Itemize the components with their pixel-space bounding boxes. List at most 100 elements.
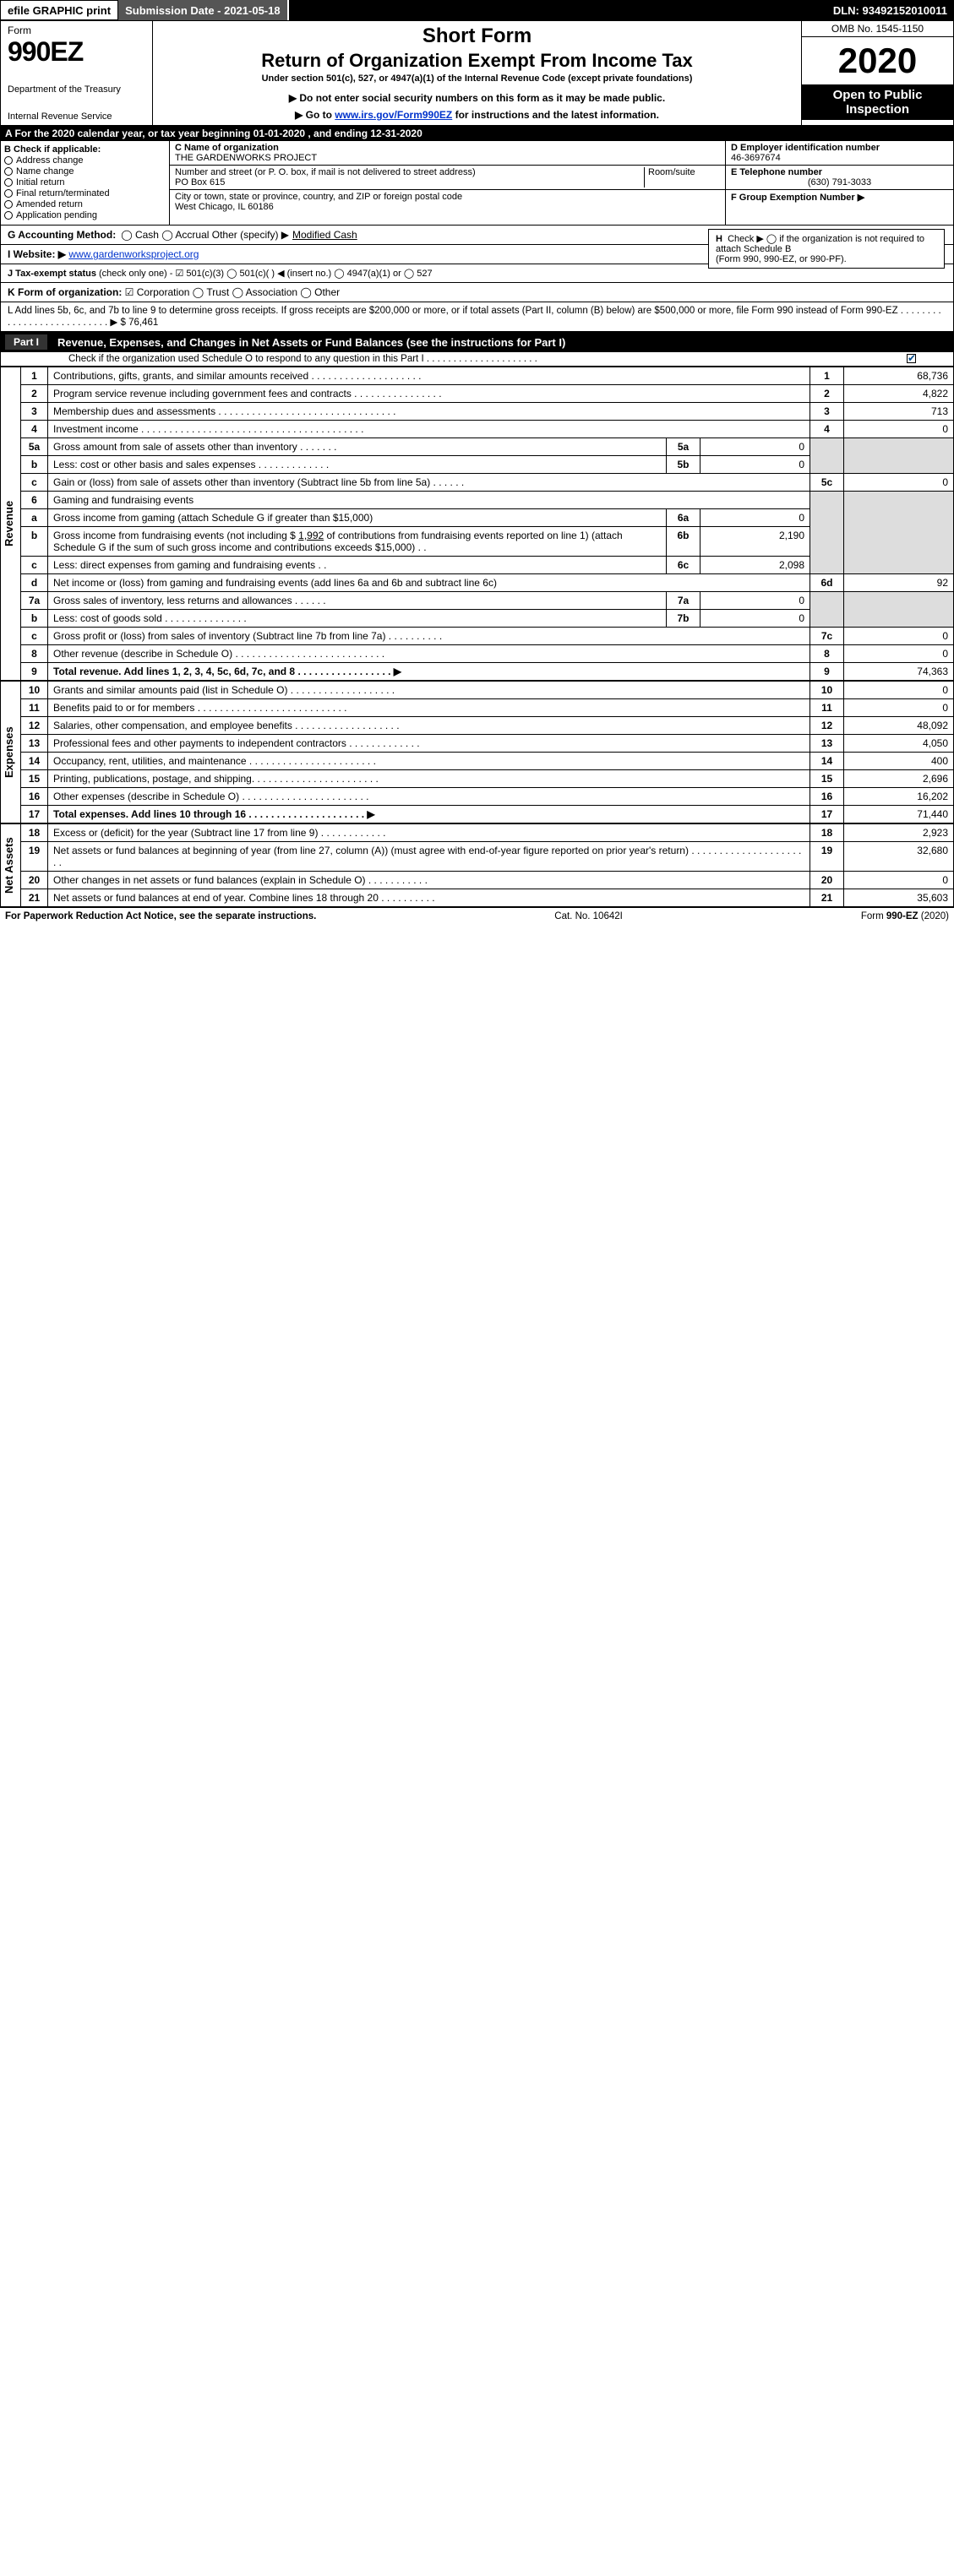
line-17: 17Total expenses. Add lines 10 through 1…	[21, 806, 954, 823]
goto-post: for instructions and the latest informat…	[452, 109, 659, 121]
line-20: 20Other changes in net assets or fund ba…	[21, 872, 954, 889]
part1-title: Revenue, Expenses, and Changes in Net As…	[57, 336, 565, 349]
dept-irs: Internal Revenue Service	[8, 111, 145, 122]
d-value: 46-3697674	[731, 153, 781, 163]
short-form-heading: Short Form	[158, 24, 796, 48]
g-label: G Accounting Method:	[8, 229, 116, 241]
c-name-value: THE GARDENWORKS PROJECT	[175, 153, 317, 163]
col-d-e-f: D Employer identification number 46-3697…	[725, 141, 953, 225]
footer-cat-no: Cat. No. 10642I	[554, 911, 623, 921]
expenses-table: 10Grants and similar amounts paid (list …	[20, 681, 954, 823]
col-c-org-info: C Name of organization THE GARDENWORKS P…	[170, 141, 725, 225]
net-assets-table: 18Excess or (deficit) for the year (Subt…	[20, 823, 954, 907]
line-7c: cGross profit or (loss) from sales of in…	[21, 628, 954, 645]
c-name-row: C Name of organization THE GARDENWORKS P…	[170, 141, 725, 166]
expenses-section: Expenses 10Grants and similar amounts pa…	[0, 681, 954, 823]
row-l-gross-receipts: L Add lines 5b, 6c, and 7b to line 9 to …	[0, 302, 954, 332]
c-name-label: C Name of organization	[175, 143, 279, 153]
j-text: (check only one) - ☑ 501(c)(3) ◯ 501(c)(…	[99, 269, 433, 279]
part1-check-text: Check if the organization used Schedule …	[68, 354, 537, 364]
net-assets-side-label: Net Assets	[0, 823, 20, 907]
e-value: (630) 791-3033	[731, 177, 948, 187]
line-15: 15Printing, publications, postage, and s…	[21, 770, 954, 788]
e-phone-row: E Telephone number (630) 791-3033	[726, 166, 953, 190]
e-label: E Telephone number	[731, 167, 822, 177]
line-6b-underline: 1,992	[298, 530, 324, 541]
part1-checkbox[interactable]	[907, 354, 916, 363]
goto-instructions: ▶ Go to www.irs.gov/Form990EZ for instru…	[158, 109, 796, 121]
goto-link[interactable]: www.irs.gov/Form990EZ	[335, 109, 452, 121]
tax-year: 2020	[802, 37, 953, 84]
k-label: K Form of organization:	[8, 286, 122, 298]
col-b-checkboxes: B Check if applicable: Address change Na…	[1, 141, 170, 225]
addr-value: PO Box 615	[175, 177, 225, 187]
i-website-link[interactable]: www.gardenworksproject.org	[68, 248, 199, 260]
form-word: Form	[8, 24, 145, 36]
g-options: ◯ Cash ◯ Accrual Other (specify) ▶	[121, 229, 289, 241]
line-2: 2Program service revenue including gover…	[21, 385, 954, 403]
top-header-bar: efile GRAPHIC print Submission Date - 20…	[0, 0, 954, 20]
j-label: J Tax-exempt status	[8, 269, 96, 279]
chk-name-change[interactable]: Name change	[4, 166, 166, 177]
form-number: 990EZ	[8, 36, 145, 68]
g-other-value: Modified Cash	[292, 229, 357, 241]
dept-treasury: Department of the Treasury	[8, 84, 145, 95]
chk-final-return[interactable]: Final return/terminated	[4, 188, 166, 198]
line-4: 4Investment income . . . . . . . . . . .…	[21, 421, 954, 438]
line-5a: 5aGross amount from sale of assets other…	[21, 438, 954, 456]
line-1: 1Contributions, gifts, grants, and simil…	[21, 367, 954, 385]
dln-label: DLN: 93492152010011	[826, 0, 954, 20]
chk-application-pending[interactable]: Application pending	[4, 210, 166, 220]
room-suite-label: Room/suite	[644, 167, 720, 187]
form-right-block: OMB No. 1545-1150 2020 Open to Public In…	[801, 21, 953, 125]
line-9: 9Total revenue. Add lines 1, 2, 3, 4, 5c…	[21, 663, 954, 681]
chk-initial-return[interactable]: Initial return	[4, 177, 166, 187]
line-21: 21Net assets or fund balances at end of …	[21, 889, 954, 907]
revenue-table: 1Contributions, gifts, grants, and simil…	[20, 367, 954, 681]
addr-label: Number and street (or P. O. box, if mail…	[175, 167, 476, 177]
city-row: City or town, state or province, country…	[170, 190, 725, 214]
form-id-block: Form 990EZ Department of the Treasury In…	[1, 21, 153, 125]
part1-check-row: Check if the organization used Schedule …	[0, 352, 954, 367]
footer-left: For Paperwork Reduction Act Notice, see …	[5, 911, 316, 921]
under-section: Under section 501(c), 527, or 4947(a)(1)…	[158, 73, 796, 84]
form-title-block: Form 990EZ Department of the Treasury In…	[0, 20, 954, 126]
f-group-row: F Group Exemption Number ▶	[726, 190, 953, 204]
row-g-accounting: G Accounting Method: ◯ Cash ◯ Accrual Ot…	[0, 226, 954, 245]
h-schedule-b-box: H Check ▶ ◯ if the organization is not r…	[708, 229, 945, 269]
line-8: 8Other revenue (describe in Schedule O) …	[21, 645, 954, 663]
efile-print-label[interactable]: efile GRAPHIC print	[0, 0, 118, 20]
l-amount: 76,461	[128, 318, 158, 328]
do-not-enter-ssn: ▶ Do not enter social security numbers o…	[158, 92, 796, 104]
page-footer: For Paperwork Reduction Act Notice, see …	[0, 907, 954, 925]
section-b-block: B Check if applicable: Address change Na…	[0, 141, 954, 226]
submission-date-label: Submission Date - 2021-05-18	[118, 0, 289, 20]
d-ein-row: D Employer identification number 46-3697…	[726, 141, 953, 166]
omb-number: OMB No. 1545-1150	[802, 21, 953, 37]
chk-amended-return[interactable]: Amended return	[4, 199, 166, 209]
revenue-section: Revenue 1Contributions, gifts, grants, a…	[0, 367, 954, 681]
line-12: 12Salaries, other compensation, and empl…	[21, 717, 954, 735]
row-k-org-form: K Form of organization: ☑ Corporation ◯ …	[0, 283, 954, 302]
b-heading: B Check if applicable:	[4, 144, 166, 155]
city-label: City or town, state or province, country…	[175, 192, 462, 202]
city-value: West Chicago, IL 60186	[175, 202, 274, 212]
form-title-center: Short Form Return of Organization Exempt…	[153, 21, 801, 125]
return-title: Return of Organization Exempt From Incom…	[158, 50, 796, 72]
addr-row: Number and street (or P. O. box, if mail…	[170, 166, 725, 190]
line-7a: 7aGross sales of inventory, less returns…	[21, 592, 954, 610]
part1-header: Part I Revenue, Expenses, and Changes in…	[0, 332, 954, 352]
chk-address-change[interactable]: Address change	[4, 155, 166, 166]
footer-right: Form 990-EZ (2020)	[861, 911, 949, 921]
line-11: 11Benefits paid to or for members . . . …	[21, 699, 954, 717]
net-assets-section: Net Assets 18Excess or (deficit) for the…	[0, 823, 954, 907]
goto-pre: ▶ Go to	[295, 109, 335, 121]
line-3: 3Membership dues and assessments . . . .…	[21, 403, 954, 421]
line-18: 18Excess or (deficit) for the year (Subt…	[21, 824, 954, 842]
line-6d: dNet income or (loss) from gaming and fu…	[21, 574, 954, 592]
h-label: H	[716, 234, 722, 244]
line-13: 13Professional fees and other payments t…	[21, 735, 954, 753]
h-text2: (Form 990, 990-EZ, or 990-PF).	[716, 254, 847, 264]
h-text1: Check ▶ ◯ if the organization is not req…	[716, 234, 924, 254]
line-6: 6Gaming and fundraising events	[21, 492, 954, 509]
